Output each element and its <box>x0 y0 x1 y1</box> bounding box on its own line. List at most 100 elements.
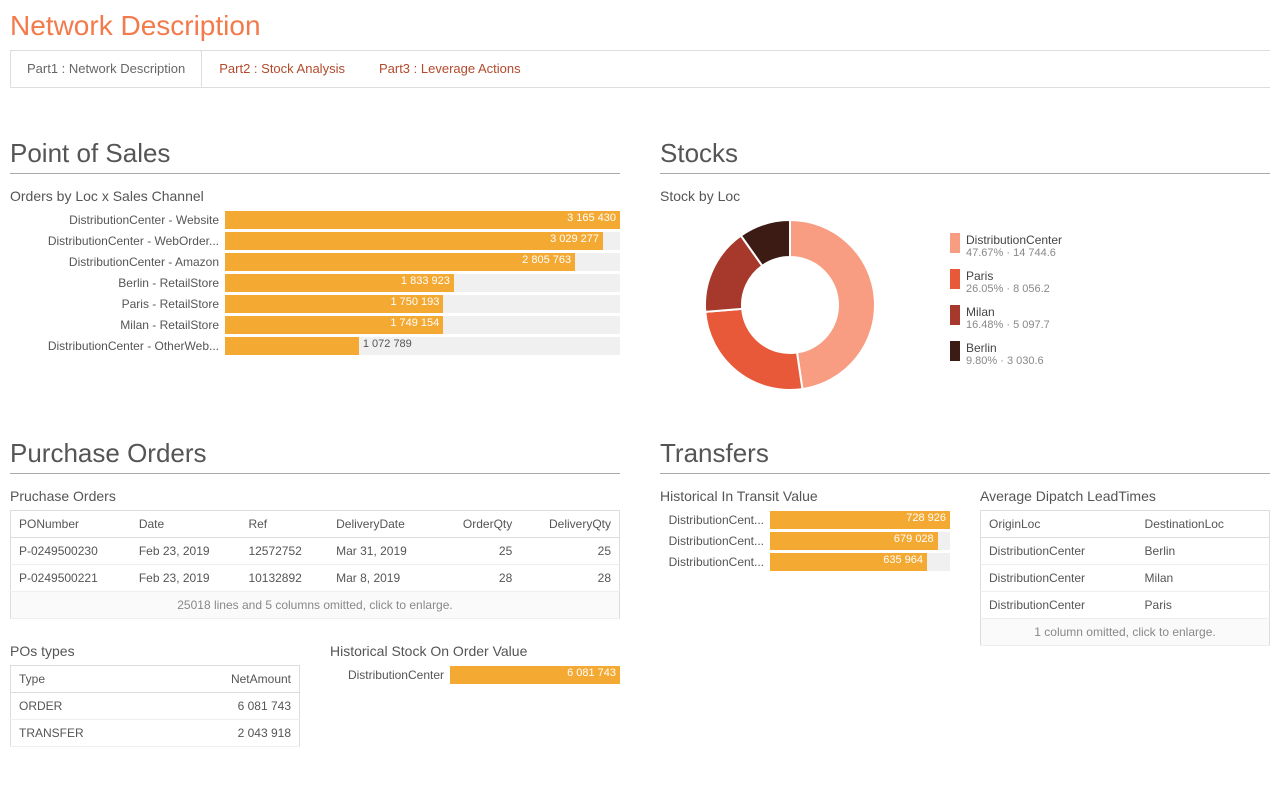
bar-fill: 635 964 <box>770 553 927 571</box>
table-row: DistributionCenterBerlin <box>981 538 1270 565</box>
legend-item: Paris 26.05% · 8 056.2 <box>950 269 1062 295</box>
bar-fill: 6 081 743 <box>450 666 620 684</box>
table-cell: Mar 31, 2019 <box>328 538 438 565</box>
bar-row: Berlin - RetailStore 1 833 923 <box>10 273 620 293</box>
donut-legend: DistributionCenter 47.67% · 14 744.6 Par… <box>950 233 1062 377</box>
bar-track: 1 072 789 <box>225 337 620 355</box>
po-types-title: POs types <box>10 643 300 659</box>
bar-label: DistributionCent... <box>660 534 770 548</box>
transit-title: Historical In Transit Value <box>660 488 950 504</box>
bar-track: 1 750 193 <box>225 295 620 313</box>
table-header: Ref <box>240 511 328 538</box>
bar-label: Berlin - RetailStore <box>10 276 225 290</box>
bar-fill <box>225 337 359 355</box>
po-types-table: TypeNetAmountORDER6 081 743TRANSFER2 043… <box>10 665 300 747</box>
bar-fill: 728 926 <box>770 511 950 529</box>
stocks-chart-title: Stock by Loc <box>660 188 1270 204</box>
bar-value: 2 805 763 <box>522 254 571 266</box>
page-title: Network Description <box>10 6 1270 51</box>
bar-row: DistributionCenter - WebOrder... 3 029 2… <box>10 231 620 251</box>
bar-label: DistributionCenter <box>330 668 450 682</box>
table-cell: TRANSFER <box>11 720 160 747</box>
bar-row: DistributionCenter - Amazon 2 805 763 <box>10 252 620 272</box>
bar-track: 1 749 154 <box>225 316 620 334</box>
bar-value: 635 964 <box>883 554 923 566</box>
donut-slice <box>790 220 875 389</box>
legend-value: 26.05% · 8 056.2 <box>966 283 1050 295</box>
table-cell: Berlin <box>1137 538 1270 565</box>
table-cell: 25 <box>520 538 619 565</box>
table-cell: 12572752 <box>240 538 328 565</box>
bar-fill: 679 028 <box>770 532 938 550</box>
bar-track: 3 165 430 <box>225 211 620 229</box>
table-header: PONumber <box>11 511 131 538</box>
table-row: ORDER6 081 743 <box>11 693 300 720</box>
table-cell: 28 <box>438 565 521 592</box>
bar-label: DistributionCent... <box>660 513 770 527</box>
table-cell: DistributionCenter <box>981 565 1137 592</box>
bar-value: 728 926 <box>906 512 946 524</box>
table-cell: 28 <box>520 565 619 592</box>
bar-fill: 1 750 193 <box>225 295 443 313</box>
table-row: DistributionCenterMilan <box>981 565 1270 592</box>
purchase-table-title: Pruchase Orders <box>10 488 620 504</box>
table-cell: 10132892 <box>240 565 328 592</box>
hist-stock-title: Historical Stock On Order Value <box>330 643 620 659</box>
table-cell: 2 043 918 <box>159 720 299 747</box>
transfers-title: Transfers <box>660 438 1270 474</box>
legend-value: 47.67% · 14 744.6 <box>966 247 1062 259</box>
table-header: OriginLoc <box>981 511 1137 538</box>
table-header: DestinationLoc <box>1137 511 1270 538</box>
bar-row: DistributionCent... 635 964 <box>660 552 950 572</box>
table-cell: Mar 8, 2019 <box>328 565 438 592</box>
transit-bar-chart: DistributionCent... 728 926 Distribution… <box>660 510 950 572</box>
pos-bar-chart: DistributionCenter - Website 3 165 430 D… <box>10 210 620 356</box>
bar-track: 1 833 923 <box>225 274 620 292</box>
tab-part2[interactable]: Part2 : Stock Analysis <box>202 50 362 87</box>
tab-part1[interactable]: Part1 : Network Description <box>10 50 202 87</box>
legend-label: Paris <box>966 269 1050 283</box>
legend-label: DistributionCenter <box>966 233 1062 247</box>
legend-swatch <box>950 233 960 253</box>
bar-label: DistributionCenter - Website <box>10 213 225 227</box>
bar-label: DistributionCenter - Amazon <box>10 255 225 269</box>
table-cell: Feb 23, 2019 <box>131 565 241 592</box>
bar-label: Milan - RetailStore <box>10 318 225 332</box>
table-header: NetAmount <box>159 666 299 693</box>
bar-value: 6 081 743 <box>567 667 616 679</box>
bar-value: 3 029 277 <box>550 233 599 245</box>
table-row: P-0249500230Feb 23, 201912572752Mar 31, … <box>11 538 620 565</box>
leadtimes-table[interactable]: OriginLocDestinationLocDistributionCente… <box>980 510 1270 646</box>
omitted-row[interactable]: 1 column omitted, click to enlarge. <box>981 619 1270 646</box>
legend-value: 9.80% · 3 030.6 <box>966 355 1044 367</box>
bar-fill: 1 833 923 <box>225 274 454 292</box>
pos-title: Point of Sales <box>10 138 620 174</box>
bar-row: Paris - RetailStore 1 750 193 <box>10 294 620 314</box>
legend-value: 16.48% · 5 097.7 <box>966 319 1050 331</box>
bar-track: 728 926 <box>770 511 950 529</box>
table-cell: DistributionCenter <box>981 592 1137 619</box>
tab-part3[interactable]: Part3 : Leverage Actions <box>362 50 538 87</box>
bar-row: DistributionCent... 679 028 <box>660 531 950 551</box>
purchase-title: Purchase Orders <box>10 438 620 474</box>
table-cell: Paris <box>1137 592 1270 619</box>
bar-label: DistributionCenter - WebOrder... <box>10 234 225 248</box>
table-header: Type <box>11 666 160 693</box>
omitted-row[interactable]: 25018 lines and 5 columns omitted, click… <box>11 592 620 619</box>
legend-swatch <box>950 341 960 361</box>
table-header: Date <box>131 511 241 538</box>
table-cell: DistributionCenter <box>981 538 1137 565</box>
bar-track: 2 805 763 <box>225 253 620 271</box>
table-row: P-0249500221Feb 23, 201910132892Mar 8, 2… <box>11 565 620 592</box>
legend-label: Milan <box>966 305 1050 319</box>
bar-label: DistributionCent... <box>660 555 770 569</box>
stock-donut: DistributionCenter 47.67% · 14 744.6 Par… <box>660 210 1270 400</box>
table-cell: 25 <box>438 538 521 565</box>
table-cell: P-0249500230 <box>11 538 131 565</box>
legend-item: DistributionCenter 47.67% · 14 744.6 <box>950 233 1062 259</box>
table-cell: Feb 23, 2019 <box>131 538 241 565</box>
bar-fill: 3 165 430 <box>225 211 620 229</box>
purchase-orders-table[interactable]: PONumberDateRefDeliveryDateOrderQtyDeliv… <box>10 510 620 619</box>
tabs: Part1 : Network Description Part2 : Stoc… <box>10 50 1270 88</box>
legend-item: Berlin 9.80% · 3 030.6 <box>950 341 1062 367</box>
